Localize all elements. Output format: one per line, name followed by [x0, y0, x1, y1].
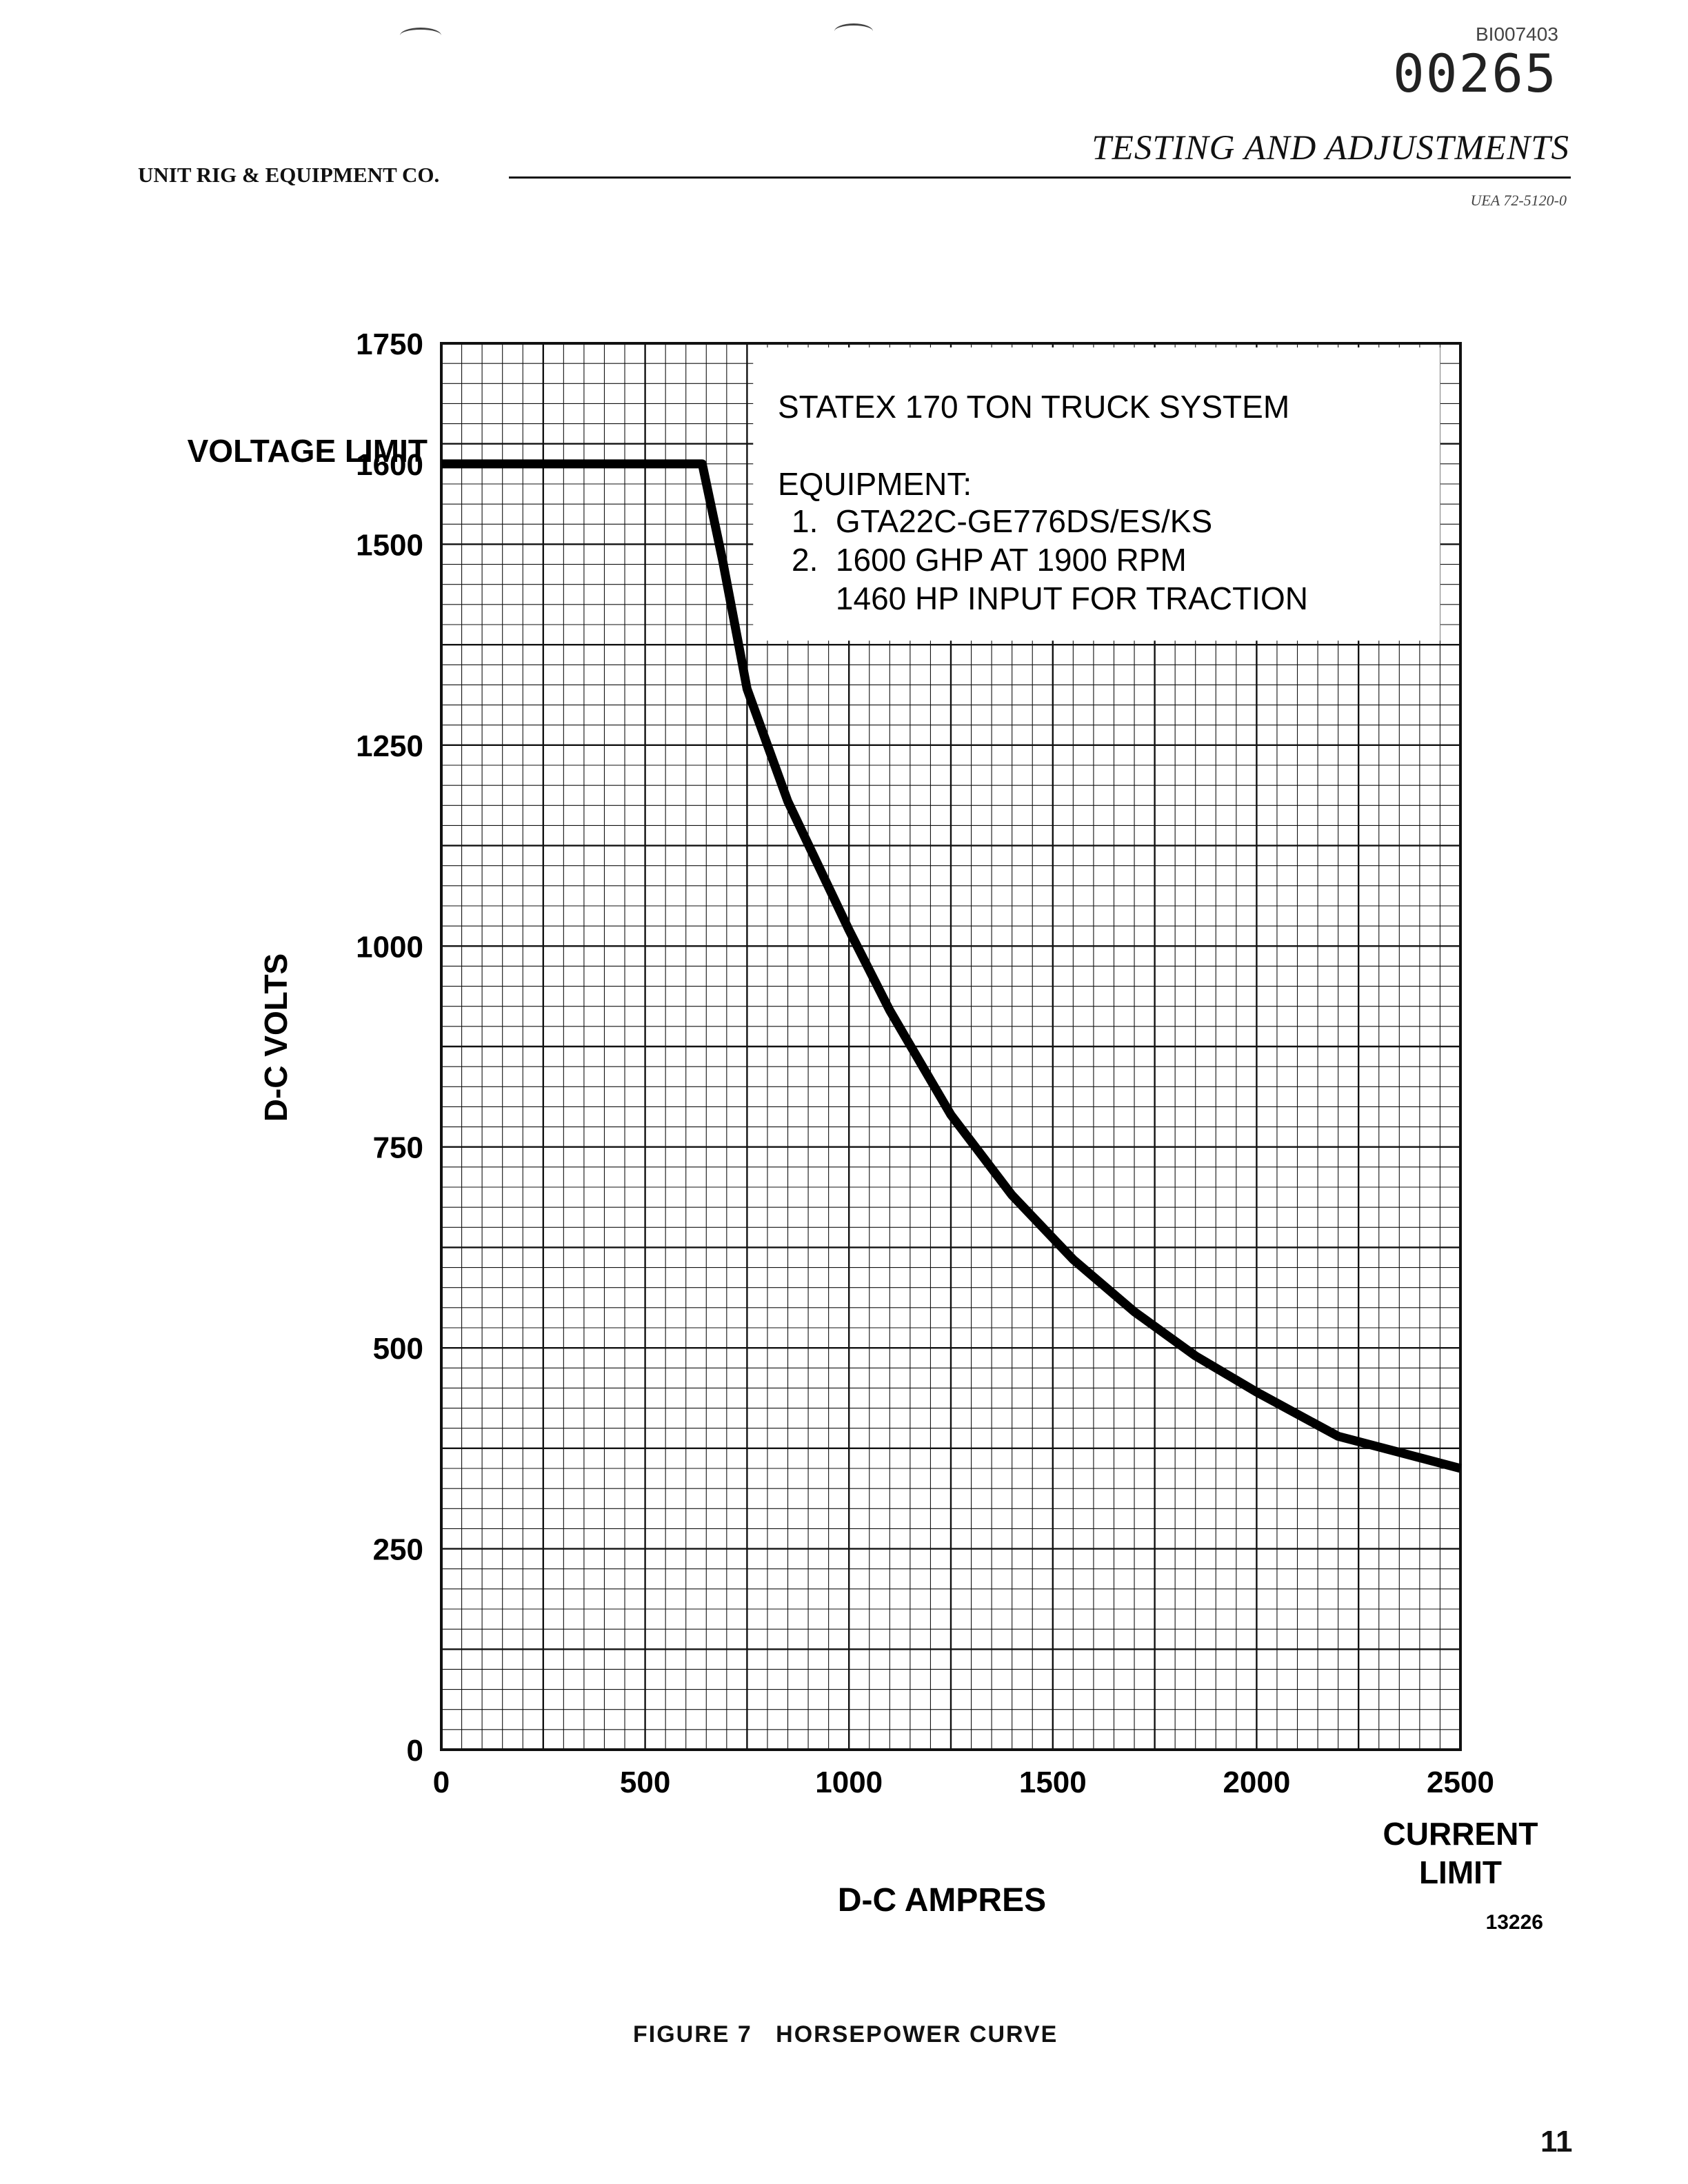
legend-equipment-label: EQUIPMENT: [778, 466, 972, 502]
voltage-limit-label: VOLTAGE LIMIT [188, 433, 428, 469]
scan-mark-left [400, 28, 441, 43]
section-reference: UEA 72-5120-0 [1470, 192, 1567, 209]
y-tick-label: 500 [373, 1332, 423, 1366]
series-layer [441, 459, 1462, 1473]
y-tick-label: 250 [373, 1533, 423, 1567]
y-tick-label: 1600 [356, 448, 423, 482]
legend-box: STATEX 170 TON TRUCK SYSTEM EQUIPMENT: 1… [753, 347, 1440, 641]
y-tick-label: 1000 [356, 930, 423, 964]
x-tick-label: 500 [620, 1766, 670, 1799]
legend-item: 2. 1600 GHP AT 1900 RPM [792, 542, 1187, 578]
document-id: BI007403 [1476, 23, 1558, 45]
x-tick-label: 1500 [1019, 1766, 1087, 1799]
section-title: TESTING AND ADJUSTMENTS [1092, 129, 1569, 168]
current-limit-label-line2: LIMIT [1419, 1854, 1502, 1890]
figure-caption: FIGURE 7 HORSEPOWER CURVE [633, 2021, 1058, 2048]
plot-frame [440, 342, 1462, 1751]
y-tick-label: 1250 [356, 729, 423, 763]
y-tick-label: 1500 [356, 528, 423, 562]
legend-item: 1. GTA22C-GE776DS/ES/KS [792, 503, 1212, 539]
y-tick-labels: 0 250 500 750 1000 1250 1500 1600 1750 [356, 327, 423, 1768]
x-tick-label: 2500 [1427, 1766, 1494, 1799]
company-name: UNIT RIG & EQUIPMENT CO. [138, 163, 440, 187]
scan-mark-center [834, 23, 873, 39]
current-limit-label-line1: CURRENT [1383, 1816, 1538, 1852]
x-tick-label: 2000 [1223, 1766, 1290, 1799]
page-stamp: 00265 [1393, 43, 1558, 104]
legend-title: STATEX 170 TON TRUCK SYSTEM [778, 389, 1289, 425]
series-line [441, 459, 1462, 1473]
y-tick-label: 1750 [356, 327, 423, 361]
y-tick-label: 750 [373, 1131, 423, 1165]
x-tick-labels: 0 500 1000 1500 2000 2500 [433, 1766, 1494, 1799]
x-axis-label: D-C AMPRES [838, 1882, 1046, 1919]
horsepower-chart: STATEX 170 TON TRUCK SYSTEM EQUIPMENT: 1… [188, 327, 1543, 1934]
y-tick-label: 0 [407, 1734, 423, 1768]
y-axis-label: D-C VOLTS [258, 953, 294, 1122]
legend-box-background [753, 347, 1440, 641]
page-number: 11 [1540, 2125, 1573, 2158]
header-rule [509, 176, 1571, 179]
figure-ref-number: 13226 [1486, 1911, 1543, 1934]
x-tick-label: 0 [433, 1766, 450, 1799]
legend-item: 1460 HP INPUT FOR TRACTION [792, 580, 1308, 616]
x-tick-label: 1000 [815, 1766, 883, 1799]
